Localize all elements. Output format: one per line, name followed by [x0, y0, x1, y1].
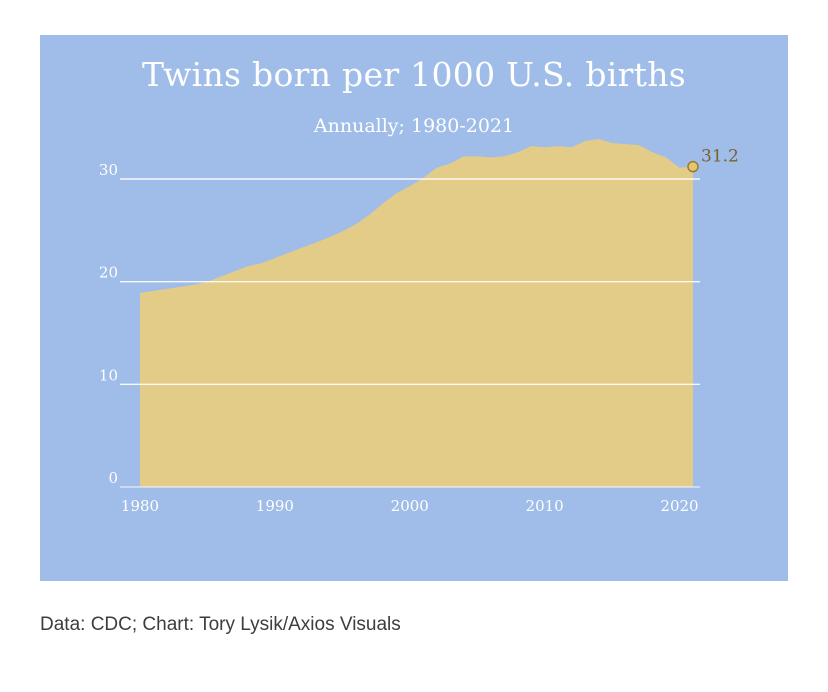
area-chart: 0 10 20 30 1980 1990 2000 2010 2020 31.2: [99, 139, 739, 515]
chart-subtitle: Annually; 1980-2021: [313, 115, 515, 137]
x-tick-label: 2020: [660, 497, 698, 515]
area-series: [140, 139, 693, 487]
y-tick-label: 30: [99, 161, 118, 179]
endpoint-label: 31.2: [701, 147, 739, 167]
endpoint-marker: [687, 160, 699, 173]
x-tick-label: 1980: [121, 497, 159, 515]
y-tick-label: 0: [108, 469, 118, 487]
y-tick-label: 10: [99, 366, 118, 384]
x-tick-label: 2010: [526, 497, 564, 515]
source-credit: Data: CDC; Chart: Tory Lysik/Axios Visua…: [40, 614, 401, 635]
chart-panel: Twins born per 1000 U.S. births Annually…: [40, 35, 788, 581]
x-tick-label: 2000: [391, 497, 429, 515]
x-tick-label: 1990: [256, 497, 294, 515]
chart-title: Twins born per 1000 U.S. births: [141, 55, 687, 94]
y-tick-label: 20: [99, 264, 118, 282]
